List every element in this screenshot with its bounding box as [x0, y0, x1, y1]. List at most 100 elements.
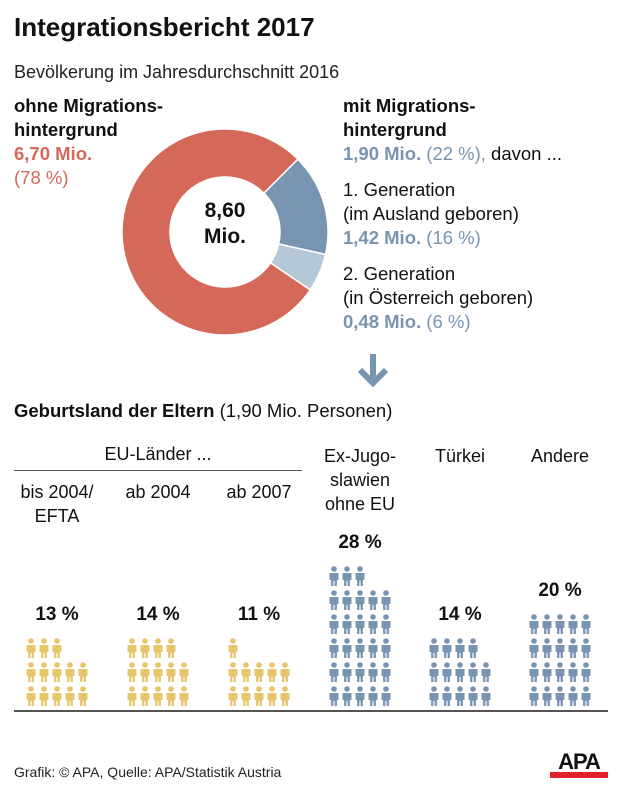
person-icon: [529, 662, 538, 682]
right-label-line1: mit Migrations-: [343, 95, 476, 116]
person-icon: [455, 638, 464, 658]
person-icon: [78, 686, 87, 706]
person-icon: [39, 662, 48, 682]
person-icon: [78, 662, 87, 682]
person-icon: [166, 686, 175, 706]
person-icon: [542, 614, 551, 634]
left-value: 6,70 Mio.: [14, 143, 93, 164]
person-icon: [153, 662, 162, 682]
gen2-pct: (6 %): [426, 311, 471, 332]
person-icon: [542, 662, 551, 682]
category-label: ab 2007: [209, 480, 309, 504]
category-label-line: ab 2007: [226, 482, 292, 502]
person-icon: [329, 686, 338, 706]
person-icon: [241, 686, 250, 706]
right-label: mit Migrations- hintergrund 1,90 Mio. (2…: [343, 94, 562, 334]
person-icon: [267, 686, 276, 706]
person-icon: [529, 686, 538, 706]
pictogram-stack: [127, 638, 188, 706]
person-icon: [381, 662, 390, 682]
person-icon: [455, 686, 464, 706]
person-icon: [568, 662, 577, 682]
person-icon: [342, 662, 351, 682]
person-icon: [228, 686, 237, 706]
person-icon: [368, 662, 377, 682]
person-icon: [542, 638, 551, 658]
person-icon: [39, 686, 48, 706]
footer-credit: Grafik: © APA, Quelle: APA/Statistik Aus…: [14, 764, 282, 780]
person-icon: [153, 686, 162, 706]
percent-label: 28 %: [338, 532, 382, 553]
pictogram-stack: [329, 566, 390, 706]
donut-slice: [121, 128, 312, 336]
person-icon: [179, 662, 188, 682]
person-icon: [52, 638, 61, 658]
person-icon: [26, 686, 35, 706]
pictogram-stack: [26, 638, 87, 706]
person-icon: [166, 638, 175, 658]
category-label: bis 2004/EFTA: [7, 480, 107, 528]
person-icon: [140, 686, 149, 706]
category-label: ab 2004: [108, 480, 208, 504]
percent-label: 11 %: [237, 604, 281, 625]
pictogram-stack: [429, 638, 490, 706]
person-icon: [65, 686, 74, 706]
person-icon: [481, 662, 490, 682]
person-icon: [228, 638, 237, 658]
person-icon: [555, 614, 564, 634]
person-icon: [179, 686, 188, 706]
person-icon: [568, 614, 577, 634]
eu-divider: [14, 470, 302, 471]
person-icon: [26, 638, 35, 658]
gen2-line1: 2. Generation: [343, 263, 456, 284]
person-icon: [140, 662, 149, 682]
person-icon: [481, 686, 490, 706]
subtitle: Bevölkerung im Jahresdurchschnitt 2016: [14, 62, 340, 82]
person-icon: [429, 638, 438, 658]
person-icon: [329, 662, 338, 682]
section-title-text: Geburtsland der Eltern: [14, 400, 215, 421]
person-icon: [65, 662, 74, 682]
center-unit: Mio.: [204, 225, 246, 248]
category-label-line: ab 2004: [125, 482, 191, 502]
person-icon: [368, 638, 377, 658]
category-label-line: Andere: [530, 446, 590, 466]
percent-label: 14 %: [438, 604, 482, 625]
category-label: Andere: [510, 444, 610, 468]
page-title: Integrationsbericht 2017: [14, 12, 315, 42]
category-label-line: Ex-Jugo-: [323, 446, 397, 466]
person-icon: [581, 662, 590, 682]
person-icon: [280, 686, 289, 706]
person-icon: [355, 566, 364, 586]
center-value: 8,60: [204, 199, 246, 222]
percent-label: 13 %: [35, 604, 79, 625]
gen1-line1: 1. Generation: [343, 179, 456, 200]
person-icon: [368, 614, 377, 634]
person-icon: [342, 638, 351, 658]
person-icon: [166, 662, 175, 682]
pictogram-stack: [228, 638, 289, 706]
person-icon: [342, 566, 351, 586]
category-label-line: EFTA: [34, 506, 80, 526]
left-label-line1: ohne Migrations-: [14, 95, 164, 116]
person-icon: [254, 662, 263, 682]
person-icon: [555, 638, 564, 658]
gen1-pct: (16 %): [426, 227, 481, 248]
person-icon: [381, 686, 390, 706]
person-icon: [455, 662, 464, 682]
person-icon: [568, 638, 577, 658]
person-icon: [468, 686, 477, 706]
person-icon: [355, 686, 364, 706]
pictogram-stack: [529, 614, 590, 706]
section-title: Geburtsland der Eltern (1,90 Mio. Person…: [14, 400, 392, 422]
person-icon: [26, 662, 35, 682]
section-note: (1,90 Mio. Personen): [214, 400, 393, 421]
person-icon: [127, 686, 136, 706]
person-icon: [127, 662, 136, 682]
person-icon: [329, 590, 338, 610]
person-icon: [529, 614, 538, 634]
person-icon: [39, 638, 48, 658]
person-icon: [355, 662, 364, 682]
left-pct: (78 %): [14, 167, 69, 188]
